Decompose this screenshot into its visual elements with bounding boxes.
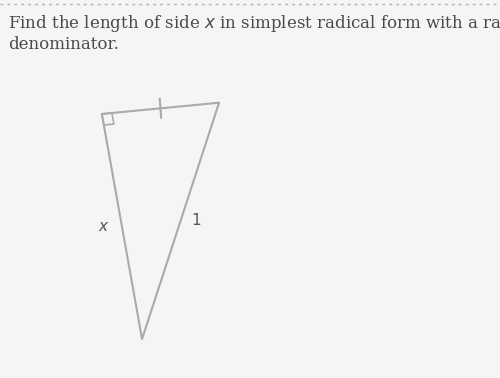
- Text: 1: 1: [191, 214, 200, 228]
- Text: Find the length of side $x$ in simplest radical form with a rational
denominator: Find the length of side $x$ in simplest …: [8, 12, 500, 53]
- Text: $x$: $x$: [98, 219, 110, 234]
